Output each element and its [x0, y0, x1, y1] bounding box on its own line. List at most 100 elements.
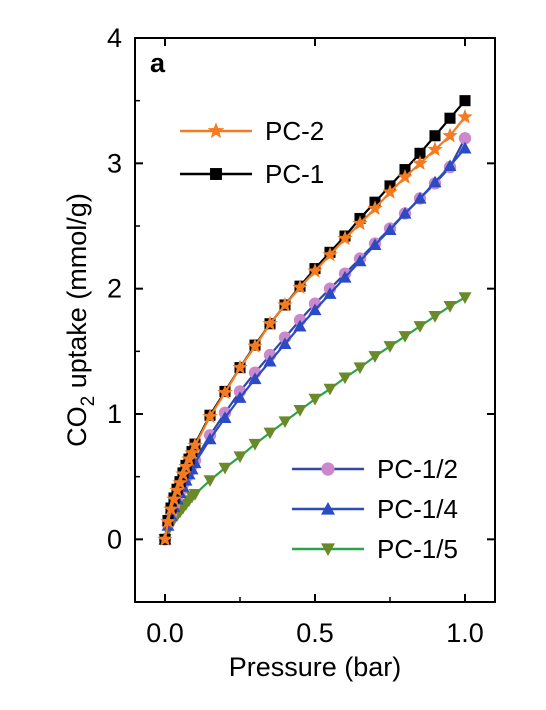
y-axis-title-prefix: CO — [62, 406, 92, 447]
data-point — [427, 141, 443, 157]
data-point — [414, 147, 426, 159]
data-point — [293, 319, 307, 332]
data-point — [413, 321, 427, 333]
data-point — [322, 246, 338, 262]
data-point — [353, 254, 367, 267]
legend-label: PC-2 — [265, 116, 324, 146]
data-point — [383, 341, 397, 353]
y-tick-label: 1 — [107, 399, 122, 429]
data-point — [218, 411, 232, 423]
data-point — [458, 141, 472, 154]
x-axis-title: Pressure (bar) — [229, 652, 402, 682]
ticks-layer: 0.0 0.5 1.0 0 1 2 3 4 — [107, 23, 495, 648]
data-point — [367, 200, 383, 216]
data-point — [444, 112, 456, 124]
data-point — [293, 405, 307, 417]
data-point — [308, 393, 322, 406]
data-point — [443, 301, 457, 313]
x-tick-label: 0.0 — [146, 618, 184, 648]
data-point — [398, 206, 412, 219]
y-axis-title-suffix: uptake (mmol/g) — [62, 193, 92, 396]
legend-marker — [321, 502, 335, 515]
legend-entry: PC-1/2 — [292, 454, 458, 484]
legend-entry: PC-1 — [180, 159, 324, 189]
y-tick-label: 3 — [107, 148, 122, 178]
data-point — [307, 263, 323, 278]
legend-label: PC-1/2 — [377, 454, 458, 484]
data-point — [458, 132, 472, 145]
data-point — [278, 337, 292, 350]
data-point — [368, 351, 382, 363]
y-axis-title-subscript: 2 — [78, 396, 99, 407]
data-point — [323, 383, 337, 396]
data-point — [175, 466, 191, 481]
data-point — [169, 482, 185, 498]
data-point — [458, 292, 472, 304]
data-point — [248, 438, 262, 451]
legend-label: PC-1/4 — [377, 494, 458, 524]
legend-marker — [210, 168, 222, 180]
data-point — [263, 354, 277, 367]
data-point — [428, 175, 442, 188]
panel-label: a — [150, 48, 166, 78]
data-point — [459, 95, 471, 107]
data-point — [157, 531, 173, 546]
data-point — [353, 362, 367, 375]
data-point — [382, 184, 398, 199]
data-point — [277, 296, 293, 312]
series-pc-1-5 — [158, 292, 472, 546]
data-point — [247, 338, 263, 353]
data-point — [172, 474, 188, 490]
data-point — [248, 372, 262, 385]
data-point — [429, 130, 441, 142]
y-tick-label: 4 — [107, 23, 122, 53]
data-point — [262, 315, 278, 331]
data-point — [233, 451, 247, 464]
data-point — [188, 489, 202, 501]
data-point — [323, 287, 337, 299]
data-point — [383, 223, 397, 235]
data-point — [184, 444, 200, 460]
data-point — [443, 159, 457, 172]
y-axis-title: CO2 uptake (mmol/g) — [62, 193, 99, 447]
data-point — [428, 311, 442, 323]
data-point — [233, 391, 247, 403]
data-point — [292, 279, 308, 294]
data-point — [187, 437, 203, 452]
x-tick-label: 1.0 — [446, 618, 484, 648]
legend-label: PC-1/5 — [377, 534, 458, 564]
data-point — [308, 303, 322, 316]
data-point — [263, 427, 277, 440]
data-point — [397, 168, 413, 184]
data-point — [338, 372, 352, 385]
data-point — [413, 191, 427, 204]
data-point — [337, 230, 353, 246]
legend-entry: PC-1/5 — [292, 534, 458, 564]
data-point — [181, 451, 197, 466]
legend-label: PC-1 — [265, 159, 324, 189]
legend-marker — [321, 543, 335, 556]
data-point — [412, 155, 428, 170]
series-layer — [157, 95, 473, 546]
series-pc-2 — [157, 108, 473, 546]
x-tick-label: 0.5 — [296, 618, 334, 648]
data-point — [166, 491, 182, 506]
data-point — [160, 513, 176, 529]
data-point — [232, 359, 248, 375]
data-point — [203, 432, 217, 445]
data-point — [457, 108, 473, 124]
y-tick-label: 2 — [107, 274, 122, 304]
data-point — [202, 408, 218, 424]
data-point — [352, 215, 368, 231]
data-point — [338, 270, 352, 283]
data-point — [203, 475, 217, 487]
y-tick-label: 0 — [107, 524, 122, 554]
data-point — [163, 501, 179, 516]
data-point — [178, 458, 194, 474]
legend-layer: PC-2 PC-1 PC-1/2 PC-1/4 PC-1/5 — [180, 116, 458, 564]
data-point — [217, 384, 233, 400]
data-point — [398, 331, 412, 343]
data-point — [442, 127, 458, 143]
legend-entry: PC-2 — [180, 116, 324, 146]
